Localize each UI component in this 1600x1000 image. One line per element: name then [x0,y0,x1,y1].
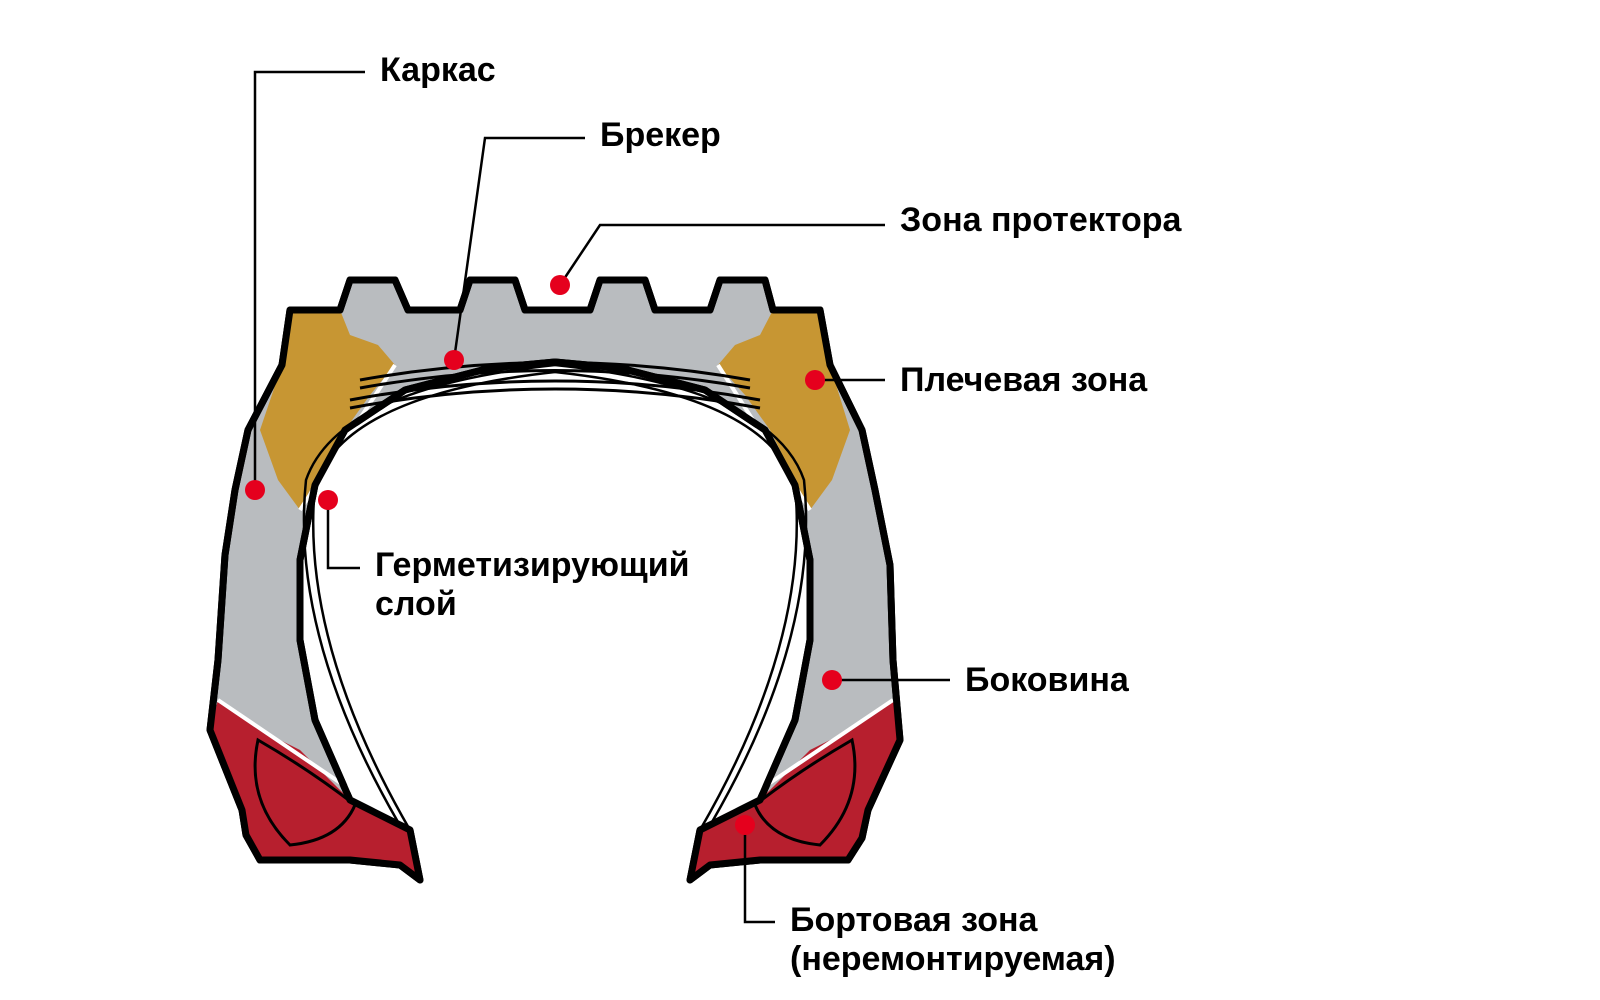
marker-sidewall [822,670,842,690]
label-shoulder: Плечевая зона [900,361,1147,400]
marker-bead [735,815,755,835]
marker-tread [550,275,570,295]
marker-carcass [245,480,265,500]
marker-breaker [444,350,464,370]
leader-inner [328,500,360,568]
marker-inner [318,490,338,510]
leader-tread [560,225,885,285]
label-breaker: Брекер [600,116,721,155]
label-tread: Зона протектора [900,201,1181,240]
label-carcass: Каркас [380,51,496,90]
label-sidewall: Боковина [965,661,1129,700]
label-bead: Бортовая зона (неремонтируемая) [790,901,1116,979]
label-inner: Герметизирующий слой [375,546,690,624]
marker-shoulder [805,370,825,390]
tire-cross-section-diagram [0,0,1600,1000]
